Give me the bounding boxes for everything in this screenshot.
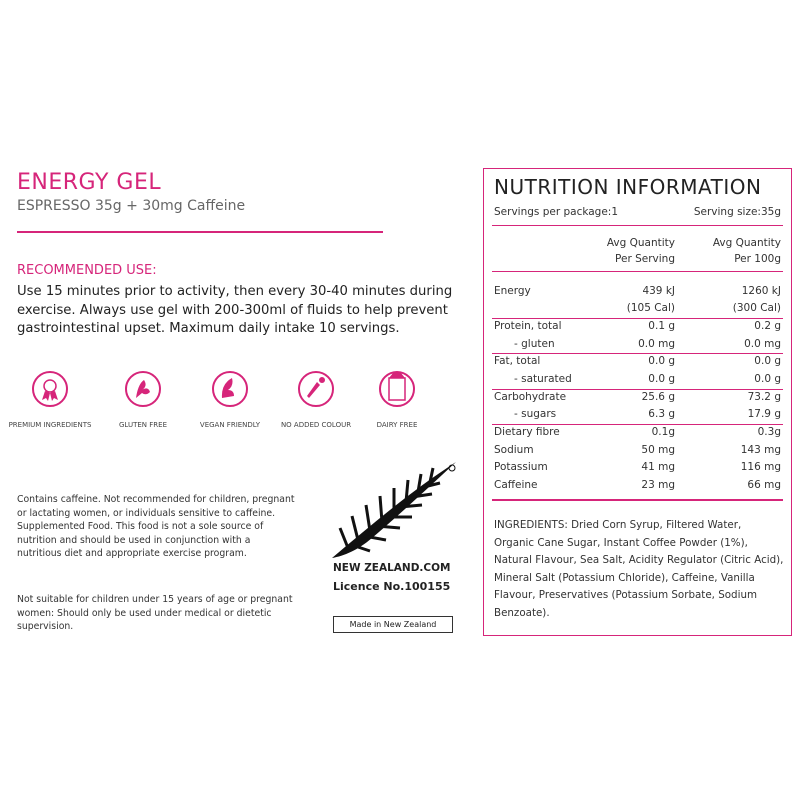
- per-serving: 0.1 g: [648, 320, 675, 332]
- per-serving: 439 kJ: [642, 285, 675, 297]
- per-100g: 0.0 g: [754, 355, 781, 367]
- ingredients: INGREDIENTS: Dried Corn Syrup, Filtered …: [494, 519, 784, 619]
- serving-size: Serving size:35g: [693, 206, 781, 218]
- per-100g: 0.0 mg: [744, 338, 781, 350]
- badge-label: DAIRY FREE: [376, 421, 418, 429]
- per-100g: 116 mg: [740, 461, 781, 473]
- column-header: Per 100g: [734, 253, 781, 265]
- warning-text: Contains caffeine. Not recommended for c…: [17, 494, 295, 559]
- per-serving: 0.0 mg: [638, 338, 675, 350]
- per-100g: 0.3g: [757, 426, 781, 438]
- usage-text: Use 15 minutes prior to activity, then e…: [17, 284, 453, 336]
- per-100g: 1260 kJ: [741, 285, 781, 297]
- nutrient-name: - saturated: [514, 373, 572, 385]
- per-100g: 73.2 g: [747, 391, 781, 403]
- divider: [17, 231, 383, 233]
- table-rule: [492, 499, 783, 501]
- column-header: Avg Quantity: [712, 237, 781, 249]
- per-100g: 17.9 g: [747, 408, 781, 420]
- per-100g: 143 mg: [740, 444, 781, 456]
- table-rule: [492, 353, 783, 354]
- per-serving: (105 Cal): [626, 302, 675, 314]
- warning-text: Not suitable for children under 15 years…: [17, 594, 293, 632]
- per-serving: 0.0 g: [648, 355, 675, 367]
- per-100g: 0.2 g: [754, 320, 781, 332]
- per-serving: 0.0 g: [648, 373, 675, 385]
- nutrient-name: - gluten: [514, 338, 555, 350]
- column-header: Per Serving: [615, 253, 675, 265]
- per-serving: 6.3 g: [648, 408, 675, 420]
- servings-per-package: Servings per package:1: [494, 206, 619, 218]
- badge-label: PREMIUM INGREDIENTS: [8, 421, 92, 429]
- nutrition-title: NUTRITION INFORMATION: [494, 175, 762, 199]
- table-rule: [492, 389, 783, 390]
- nutrition-panel: [483, 168, 792, 636]
- section-heading: RECOMMENDED USE:: [17, 263, 157, 278]
- licence: Licence No.100155: [333, 580, 451, 593]
- badge-label: VEGAN FRIENDLY: [199, 421, 261, 429]
- nutrient-name: Protein, total: [494, 320, 562, 332]
- nutrient-name: Sodium: [494, 444, 534, 456]
- per-serving: 25.6 g: [641, 391, 675, 403]
- per-serving: 41 mg: [641, 461, 675, 473]
- fern-logo: [332, 462, 456, 558]
- nutrient-name: Caffeine: [494, 479, 538, 491]
- table-rule: [492, 271, 783, 272]
- nutrient-name: Fat, total: [494, 355, 541, 367]
- per-100g: (300 Cal): [732, 302, 781, 314]
- table-rule: [492, 225, 783, 226]
- nutrient-name: Carbohydrate: [494, 391, 567, 403]
- per-serving: 50 mg: [641, 444, 675, 456]
- table-rule: [492, 424, 783, 425]
- badge-icons: [32, 371, 415, 407]
- badge-label: NO ADDED COLOUR: [280, 421, 352, 429]
- per-100g: 0.0 g: [754, 373, 781, 385]
- per-serving: 23 mg: [641, 479, 675, 491]
- table-rule: [492, 318, 783, 319]
- product-subtitle: ESPRESSO 35g + 30mg Caffeine: [17, 198, 246, 214]
- made-in-badge: Made in New Zealand: [333, 616, 453, 633]
- per-serving: 0.1g: [651, 426, 675, 438]
- nutrient-name: Energy: [494, 285, 531, 297]
- nutrient-name: - sugars: [514, 408, 557, 420]
- badge-label: GLUTEN FREE: [119, 421, 167, 429]
- product-title: ENERGY GEL: [17, 170, 162, 195]
- logo-text: NEW ZEALAND.COM: [333, 562, 451, 574]
- nutrient-name: Dietary fibre: [494, 426, 560, 438]
- column-header: Avg Quantity: [606, 237, 675, 249]
- nutrient-name: Potassium: [494, 461, 548, 473]
- per-100g: 66 mg: [747, 479, 781, 491]
